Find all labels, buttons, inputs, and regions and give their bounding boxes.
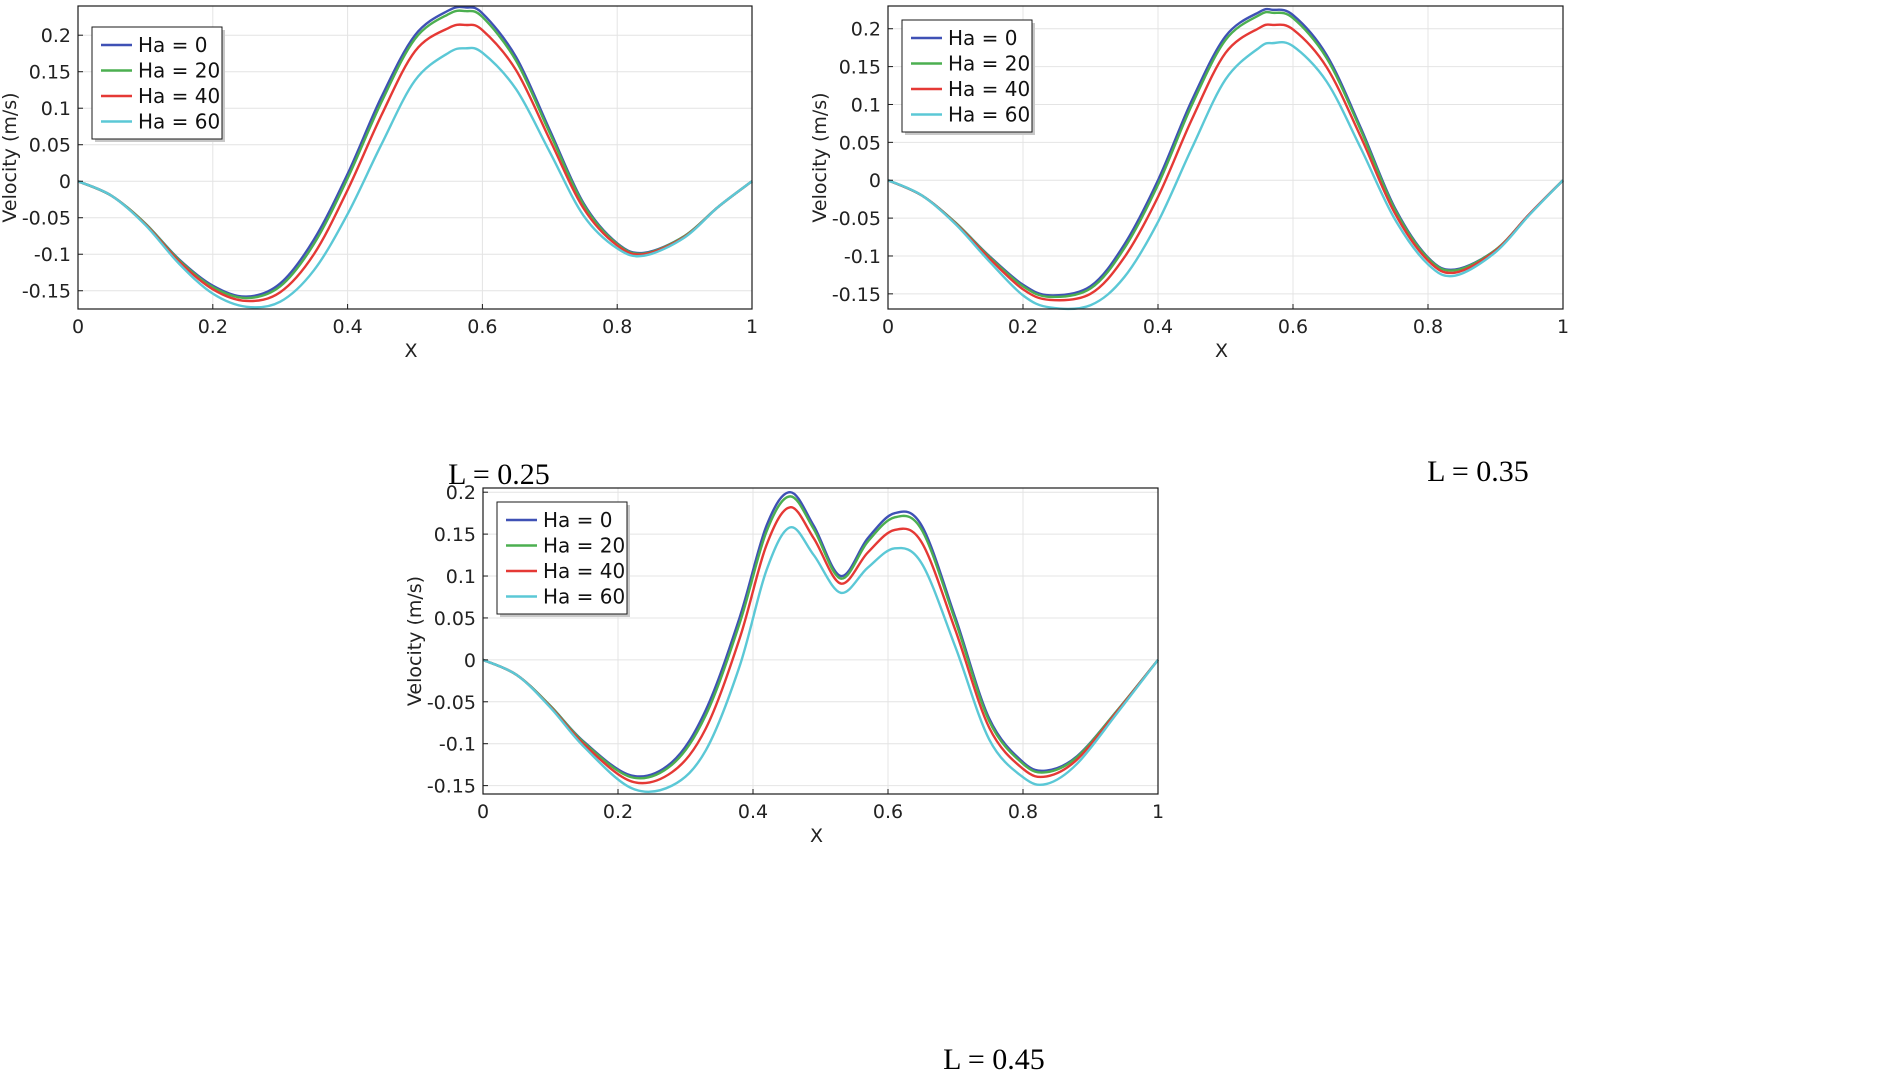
legend-label: Ha = 0: [543, 508, 613, 532]
chart-panel-l035: 0 0.2 0.4 0.6 0.8 1 -0.15 -0.1 -0.05 0 0.05 0.1 0.15…: [809, 0, 1900, 430]
x-tick-label: 1: [746, 316, 758, 338]
y-tick-label: 0.15: [29, 62, 71, 84]
series-line-ha40: [77, 23, 753, 303]
series-group: [482, 490, 1159, 794]
y-tick-label: 0: [464, 650, 476, 672]
legend-label: Ha = 60: [543, 585, 625, 609]
y-tick-label: 0.05: [434, 608, 476, 630]
x-axis-title: X: [810, 825, 823, 847]
caption-l025: L = 0.25: [448, 458, 550, 491]
series-line-ha40: [887, 23, 1564, 302]
y-tick-label: 0.15: [434, 524, 476, 546]
y-tick-label: -0.1: [439, 734, 476, 756]
y-tick-label: -0.05: [832, 208, 881, 230]
y-tick-label: -0.15: [22, 281, 71, 303]
x-tick-label: 0.4: [332, 316, 362, 338]
series-line-ha20: [482, 495, 1159, 780]
chart-l025: 0 0.2 0.4 0.6 0.8 1 -0.15 -0.1 -0.05 0 0.05 0.1 0.15…: [0, 5, 758, 362]
chart-panel-l045: 0 0.2 0.4 0.6 0.8 1 -0.15 -0.1 -0.05 0 0.05 0.1 0.15…: [404, 482, 1440, 1020]
series-line-ha60: [482, 526, 1159, 794]
y-tick-label: 0.1: [851, 94, 881, 116]
chart-panel-l025: 0 0.2 0.4 0.6 0.8 1 -0.15 -0.1 -0.05 0 0.05 0.1 0.15…: [0, 0, 930, 430]
x-tick-label: 0.2: [198, 316, 228, 338]
x-tick-label: 1: [1557, 316, 1569, 338]
y-tick-label: 0.05: [839, 132, 881, 154]
series-group: [77, 5, 753, 309]
x-axis-title: X: [404, 340, 417, 362]
x-tick-label: 0.8: [1413, 316, 1443, 338]
y-axis-title: Velocity (m/s): [404, 576, 426, 706]
chart-l035: 0 0.2 0.4 0.6 0.8 1 -0.15 -0.1 -0.05 0 0.05 0.1 0.15…: [809, 5, 1569, 362]
legend-label: Ha = 60: [948, 103, 1030, 127]
x-tick-label: 0.8: [602, 316, 632, 338]
legend-label: Ha = 40: [948, 77, 1030, 101]
grid: [482, 488, 1159, 794]
caption-l035: L = 0.35: [1427, 455, 1529, 488]
legend-label: Ha = 20: [543, 534, 625, 558]
y-tick-label: -0.1: [844, 246, 881, 268]
plot-frame: [77, 5, 753, 310]
legend-label: Ha = 0: [138, 33, 208, 57]
legend-label: Ha = 60: [138, 110, 220, 134]
y-axis-title: Velocity (m/s): [809, 92, 831, 222]
series-line-ha60: [887, 40, 1564, 311]
x-tick-label: 0.6: [467, 316, 497, 338]
x-tick-label: 1: [1152, 801, 1164, 823]
y-axis-title: Velocity (m/s): [0, 92, 21, 222]
y-tick-label: 0.2: [851, 19, 881, 41]
y-tick-label: 0.15: [839, 57, 881, 79]
legend-label: Ha = 0: [948, 26, 1018, 50]
legend-label: Ha = 40: [543, 559, 625, 583]
y-tick-label: 0: [869, 170, 881, 192]
series-line-ha60: [77, 46, 753, 309]
x-tick-label: 0.4: [738, 801, 768, 823]
x-tick-label: 0: [882, 316, 894, 338]
y-tick-label: 0.1: [41, 98, 71, 120]
y-tick-label: -0.05: [22, 208, 71, 230]
x-tick-label: 0: [477, 801, 489, 823]
y-tick-label: 0.05: [29, 135, 71, 157]
y-tick-label: -0.1: [34, 244, 71, 266]
legend-label: Ha = 20: [138, 59, 220, 83]
plot-frame: [887, 5, 1564, 310]
y-tick-label: 0.2: [446, 482, 476, 504]
chart-l045: 0 0.2 0.4 0.6 0.8 1 -0.15 -0.1 -0.05 0 0.05 0.1 0.15…: [404, 482, 1164, 847]
y-tick-label: 0: [59, 171, 71, 193]
caption-l045: L = 0.45: [943, 1043, 1045, 1076]
y-tick-label: 0.1: [446, 566, 476, 588]
series-group: [887, 7, 1564, 311]
legend-label: Ha = 20: [948, 52, 1030, 76]
x-tick-label: 0.4: [1143, 316, 1173, 338]
series-line-ha40: [482, 506, 1159, 785]
x-tick-label: 0.8: [1008, 801, 1038, 823]
x-tick-label: 0: [72, 316, 84, 338]
legend-label: Ha = 40: [138, 84, 220, 108]
x-tick-label: 0.6: [1278, 316, 1308, 338]
x-tick-label: 0.6: [873, 801, 903, 823]
y-tick-label: 0.2: [41, 25, 71, 47]
x-axis-title: X: [1215, 340, 1228, 362]
plot-frame: [482, 487, 1159, 795]
y-tick-label: -0.15: [427, 776, 476, 798]
y-tick-label: -0.05: [427, 692, 476, 714]
x-tick-label: 0.2: [603, 801, 633, 823]
series-line-ha20: [887, 10, 1564, 299]
x-tick-label: 0.2: [1008, 316, 1038, 338]
y-tick-label: -0.15: [832, 284, 881, 306]
